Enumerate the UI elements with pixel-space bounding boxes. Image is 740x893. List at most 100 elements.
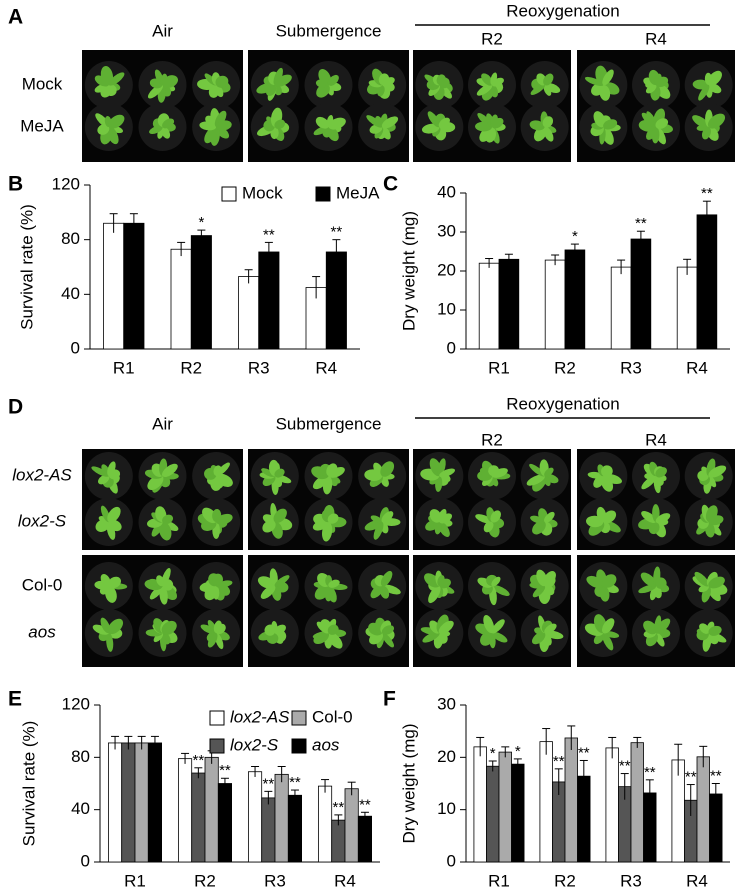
panel-letter: F: [383, 688, 396, 711]
error-bar: [711, 783, 720, 805]
bar: [478, 262, 500, 350]
leaf: [327, 624, 339, 635]
bar: [238, 276, 260, 350]
significance: *: [198, 214, 204, 231]
leaf: [698, 84, 710, 101]
error-bar: [476, 736, 485, 757]
legend-item: Col-0: [291, 707, 353, 726]
x-tick-label: R1: [488, 358, 510, 377]
leaf: [655, 513, 671, 524]
leaf: [532, 585, 546, 598]
bar: [258, 251, 280, 350]
leaf: [591, 83, 605, 96]
leaf: [532, 631, 546, 645]
leaf: [381, 625, 395, 635]
bar: [605, 747, 619, 863]
error-bar: [570, 243, 579, 256]
plant: [415, 498, 464, 546]
leaf: [491, 619, 505, 634]
bar: [177, 758, 193, 863]
leaf: [438, 620, 454, 635]
legend-swatch: [209, 710, 225, 726]
error-bar: [683, 258, 692, 275]
leaf: [699, 623, 710, 634]
leaf: [421, 123, 440, 134]
legend-item: MeJA: [315, 183, 380, 202]
pot: [358, 498, 407, 546]
error-bar: [579, 759, 588, 792]
x-tick-label: R1: [124, 871, 146, 890]
leaf: [381, 511, 394, 523]
bar: [217, 783, 233, 863]
leaf: [708, 465, 727, 478]
leaf: [107, 506, 121, 523]
leaf: [274, 119, 286, 129]
bar: [564, 249, 586, 350]
plant: [579, 609, 628, 657]
x-tick-label: R4: [686, 358, 708, 377]
leaf: [544, 467, 554, 477]
leaf: [655, 76, 669, 88]
plant: [415, 452, 464, 500]
y-tick-label: 40: [71, 799, 90, 818]
bar: [498, 258, 520, 350]
error-bar: [264, 241, 273, 262]
y-tick-label: 10: [437, 799, 456, 818]
leaf: [312, 631, 329, 639]
column-header: Air: [152, 414, 173, 433]
plant: [520, 103, 569, 151]
plant: [304, 452, 353, 500]
significance: **: [578, 744, 590, 761]
plant: [579, 562, 628, 610]
leaf: [655, 467, 667, 478]
leaf: [214, 110, 227, 128]
leaf: [529, 120, 545, 131]
legend-label: Col-0: [312, 707, 353, 726]
leaf: [380, 461, 395, 477]
plant: [579, 61, 628, 109]
leaf: [108, 114, 125, 129]
leaf: [261, 468, 275, 477]
plant: [468, 609, 516, 657]
leaf: [646, 126, 658, 140]
plant: [684, 562, 733, 610]
plant: [250, 103, 299, 151]
significance: *: [572, 228, 578, 245]
leaf: [438, 77, 450, 89]
leaf: [481, 73, 493, 86]
error-bar: [617, 259, 626, 275]
leaf: [438, 117, 450, 128]
y-tick-label: 0: [447, 851, 456, 870]
leaf: [544, 623, 557, 634]
leaf: [707, 585, 721, 602]
plant: [415, 609, 464, 657]
bar: [486, 765, 500, 863]
plant: [304, 61, 353, 109]
leaf: [108, 72, 125, 86]
plant: [304, 103, 353, 151]
leaf: [274, 468, 285, 478]
plant: [84, 562, 133, 610]
legend-label: MeJA: [336, 183, 380, 202]
plant: [579, 498, 628, 546]
leaf: [439, 468, 455, 478]
leaf: [327, 74, 339, 86]
bar: [539, 741, 553, 863]
leaf: [428, 585, 441, 604]
leaf: [543, 84, 552, 96]
plant: [684, 498, 733, 546]
plant: [84, 61, 133, 109]
error-bar: [321, 779, 330, 793]
plant: [304, 562, 353, 610]
leaf: [543, 576, 556, 588]
plant: [632, 609, 680, 657]
leaf: [640, 572, 657, 587]
bar: [344, 788, 359, 863]
error-bar: [360, 811, 369, 821]
row-label: Col-0: [22, 575, 63, 594]
significance: **: [333, 799, 345, 816]
error-bar: [150, 735, 159, 750]
error-bar: [197, 229, 206, 242]
column-header: Submergence: [276, 21, 382, 40]
bar: [204, 756, 219, 863]
